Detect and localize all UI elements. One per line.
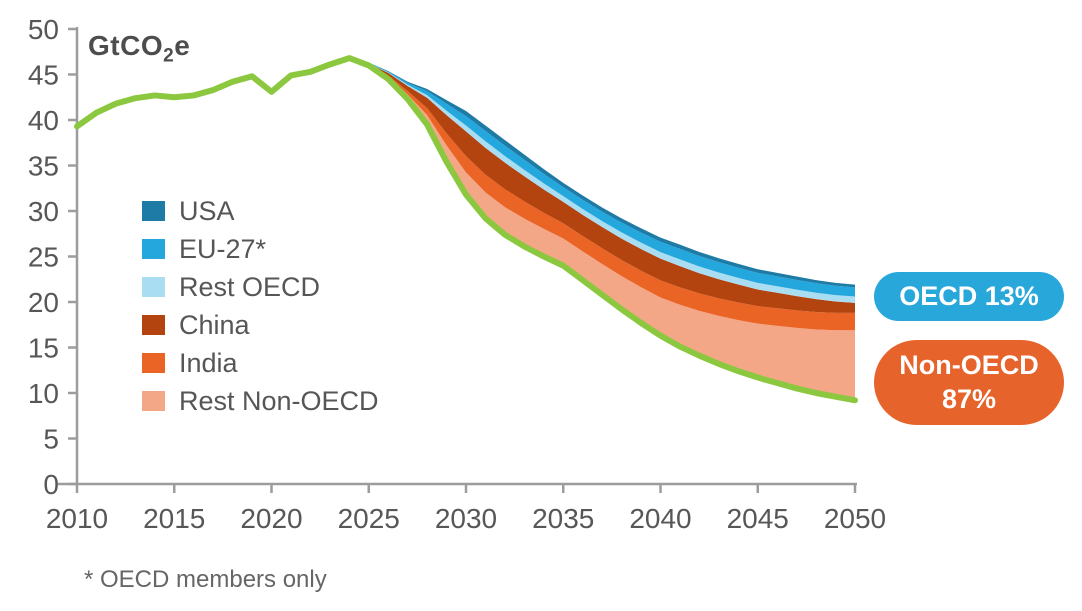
x-tick-label: 2020	[240, 503, 302, 534]
y-tick-label: 15	[28, 333, 59, 364]
y-tick-label: 45	[28, 60, 59, 91]
y-tick-label: 25	[28, 242, 59, 273]
legend-label: USA	[179, 195, 235, 226]
x-tick-label: 2015	[143, 503, 205, 534]
legend-swatch-eu-27	[142, 239, 165, 259]
legend-item-eu-27: EU-27*	[142, 230, 379, 268]
y-tick-label: 30	[28, 196, 59, 227]
chart-title-subscript: 2	[163, 45, 175, 67]
legend-label: India	[179, 347, 238, 378]
badge-non-oecd: Non-OECD 87%	[874, 340, 1064, 425]
x-tick-label: 2030	[435, 503, 497, 534]
legend-swatch-usa	[142, 201, 165, 221]
y-tick-label: 50	[28, 14, 59, 45]
legend-label: Rest OECD	[179, 271, 321, 302]
legend-item-usa: USA	[142, 192, 379, 230]
legend-label: China	[179, 309, 250, 340]
x-tick-label: 2025	[338, 503, 400, 534]
y-tick-label: 5	[43, 424, 59, 455]
x-tick-label: 2040	[629, 503, 691, 534]
legend-label: EU-27*	[179, 233, 267, 264]
x-tick-label: 2045	[727, 503, 789, 534]
y-tick-label: 0	[43, 469, 59, 500]
legend-item-rest-oecd: Rest OECD	[142, 268, 379, 306]
legend-item-china: China	[142, 306, 379, 344]
legend-swatch-india	[142, 353, 165, 373]
legend-item-india: India	[142, 344, 379, 382]
badge-non-oecd-value: 87%	[941, 383, 997, 414]
y-tick-label: 20	[28, 287, 59, 318]
badge-non-oecd-label: Non-OECD	[899, 349, 1039, 380]
area-china	[349, 58, 855, 313]
chart-title-unit: e	[174, 30, 191, 61]
area-rest-non-oecd	[349, 58, 855, 401]
y-tick-label: 10	[28, 378, 59, 409]
footnote: * OECD members only	[84, 566, 327, 593]
legend-item-rest-non-oecd: Rest Non-OECD	[142, 382, 379, 420]
legend-swatch-rest-non-oecd	[142, 391, 165, 411]
chart-title: GtCO2e	[88, 30, 190, 68]
legend-swatch-china	[142, 315, 165, 335]
area-india	[349, 58, 855, 331]
pathway-line	[74, 55, 858, 404]
x-tick-label: 2050	[824, 503, 886, 534]
y-tick-label: 40	[28, 105, 59, 136]
badge-oecd: OECD 13%	[874, 272, 1064, 321]
y-tick-label: 35	[28, 151, 59, 182]
legend-swatch-rest-oecd	[142, 277, 165, 297]
legend-label: Rest Non-OECD	[179, 385, 379, 416]
x-tick-label: 2035	[532, 503, 594, 534]
chart-title-text: GtCO	[88, 30, 164, 61]
x-tick-label: 2010	[46, 503, 108, 534]
legend: USA EU-27* Rest OECD China India Rest Non-OEC…	[142, 192, 379, 420]
